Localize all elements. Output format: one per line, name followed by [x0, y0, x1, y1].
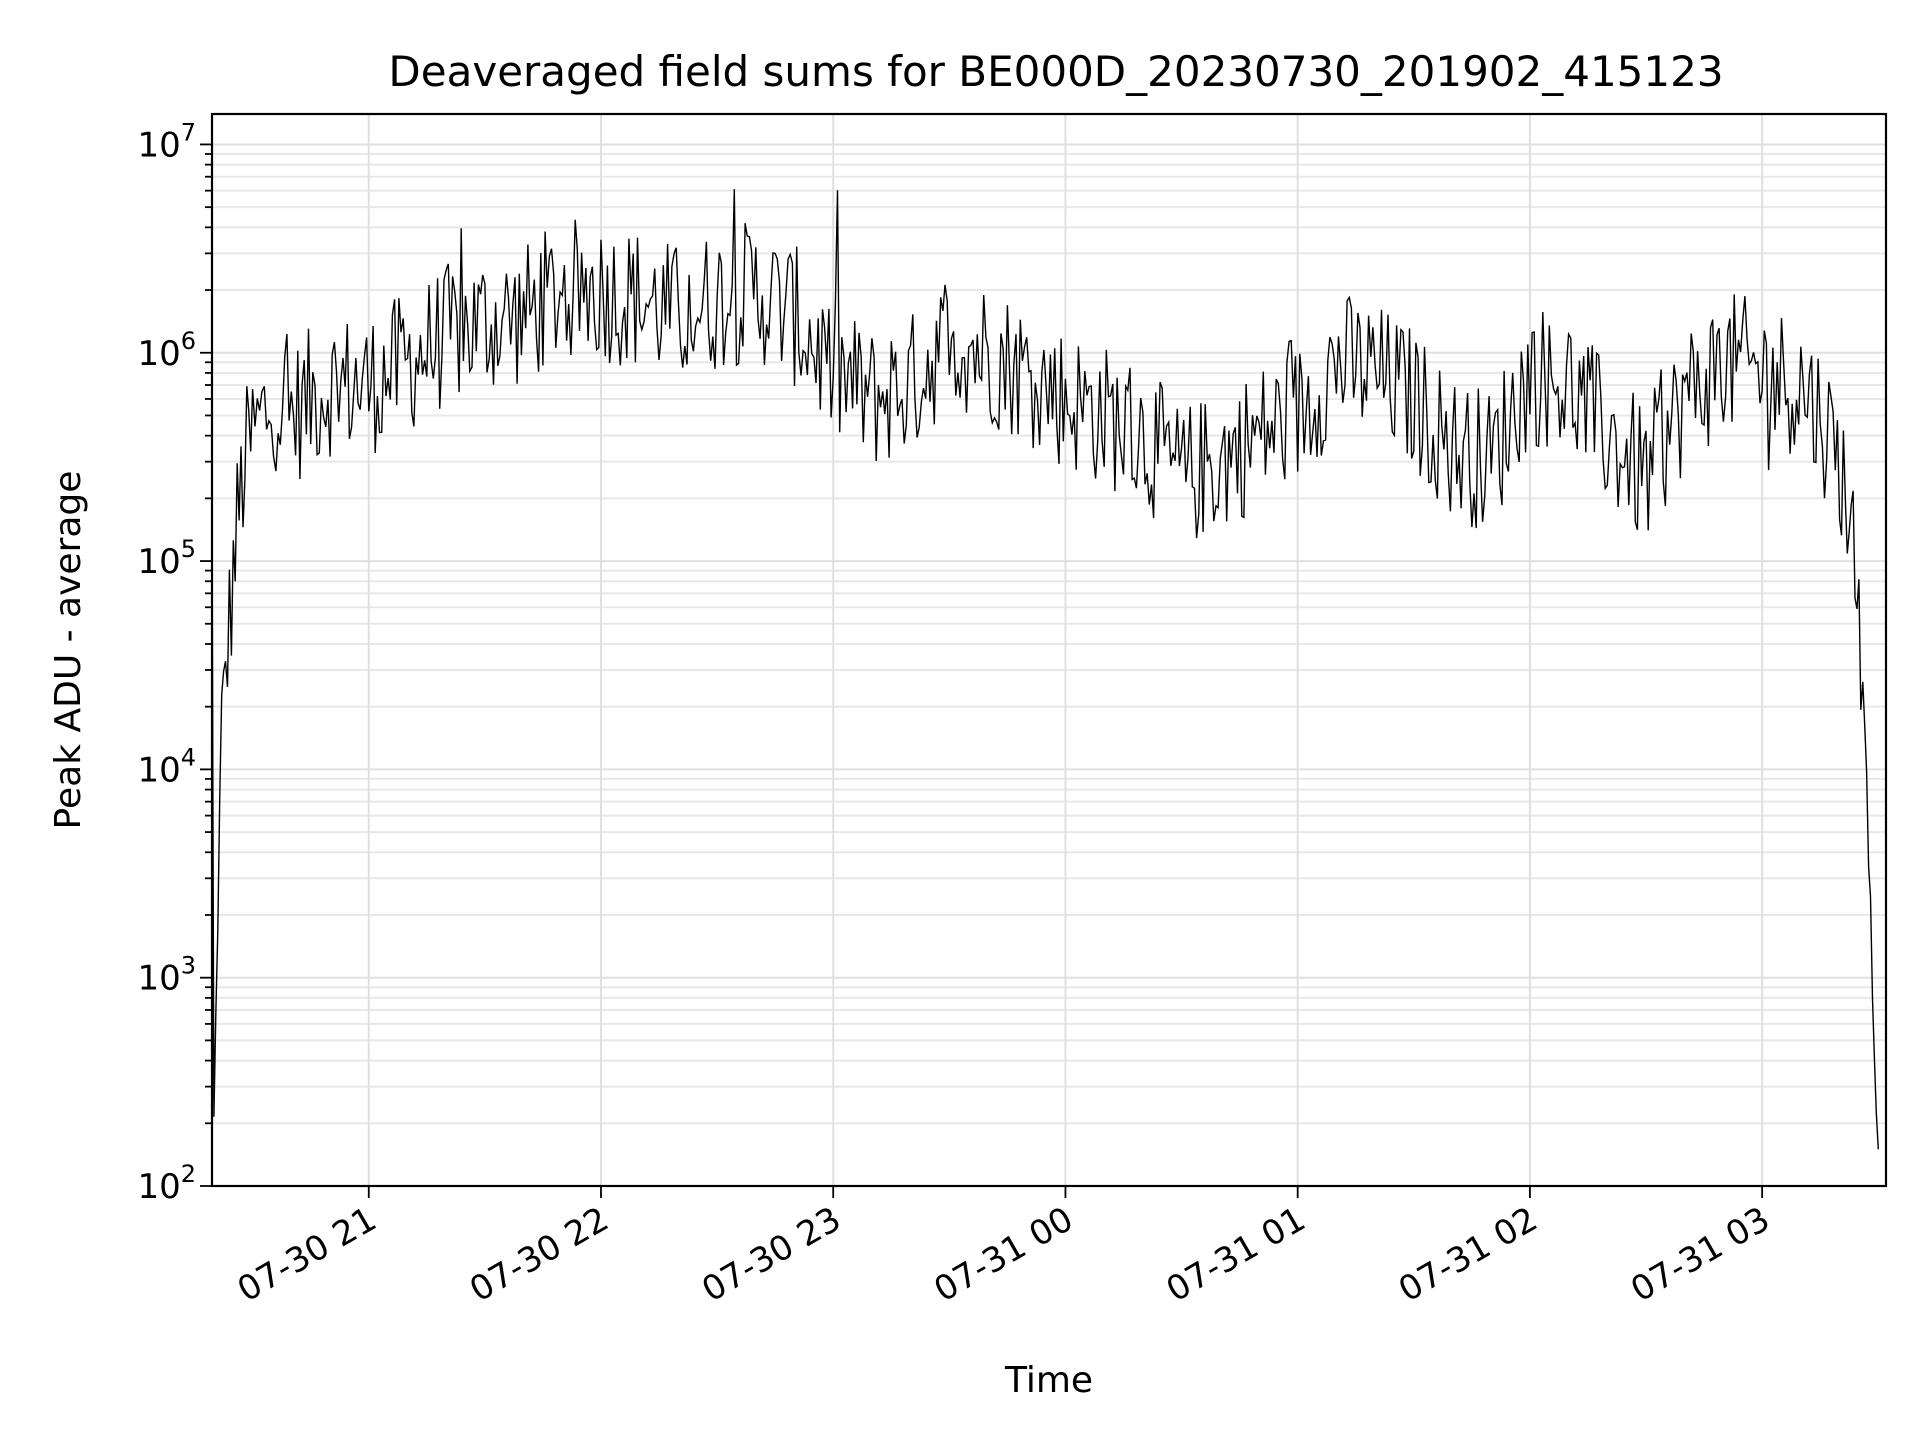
plot-frame — [210, 112, 1888, 1188]
x-tick-label: 07-30 21 — [231, 1199, 383, 1310]
x-tick-label: 07-31 03 — [1624, 1199, 1776, 1310]
x-axis-label: Time — [1004, 1360, 1093, 1401]
grid-major-lines — [212, 114, 1886, 1187]
y-tick-label: 104 — [137, 743, 196, 790]
grid-minor-lines — [212, 152, 1886, 1125]
y-tick-label: 103 — [137, 952, 196, 999]
x-tick-label: 07-31 00 — [928, 1199, 1080, 1310]
x-tick-label: 07-31 01 — [1160, 1199, 1312, 1310]
y-axis: 102 103 104 105 106 107 — [137, 118, 212, 1207]
y-tick-label: 106 — [137, 327, 196, 374]
y-tick-label: 107 — [137, 118, 196, 165]
x-tick-label: 07-31 02 — [1392, 1199, 1544, 1310]
x-axis: 07-30 21 07-30 22 07-30 23 07-31 00 07-31 01… — [231, 1186, 1777, 1310]
x-tick-label: 07-30 22 — [463, 1199, 615, 1310]
x-tick-label: 07-30 23 — [695, 1199, 847, 1310]
y-tick-label: 102 — [137, 1160, 196, 1207]
y-axis-label: Peak ADU - average — [48, 471, 89, 830]
series-line — [212, 189, 1879, 1150]
chart-title: Deaveraged field sums for BE000D_2023073… — [388, 47, 1723, 96]
plot-area — [212, 189, 1879, 1150]
y-tick-label: 105 — [137, 535, 196, 582]
